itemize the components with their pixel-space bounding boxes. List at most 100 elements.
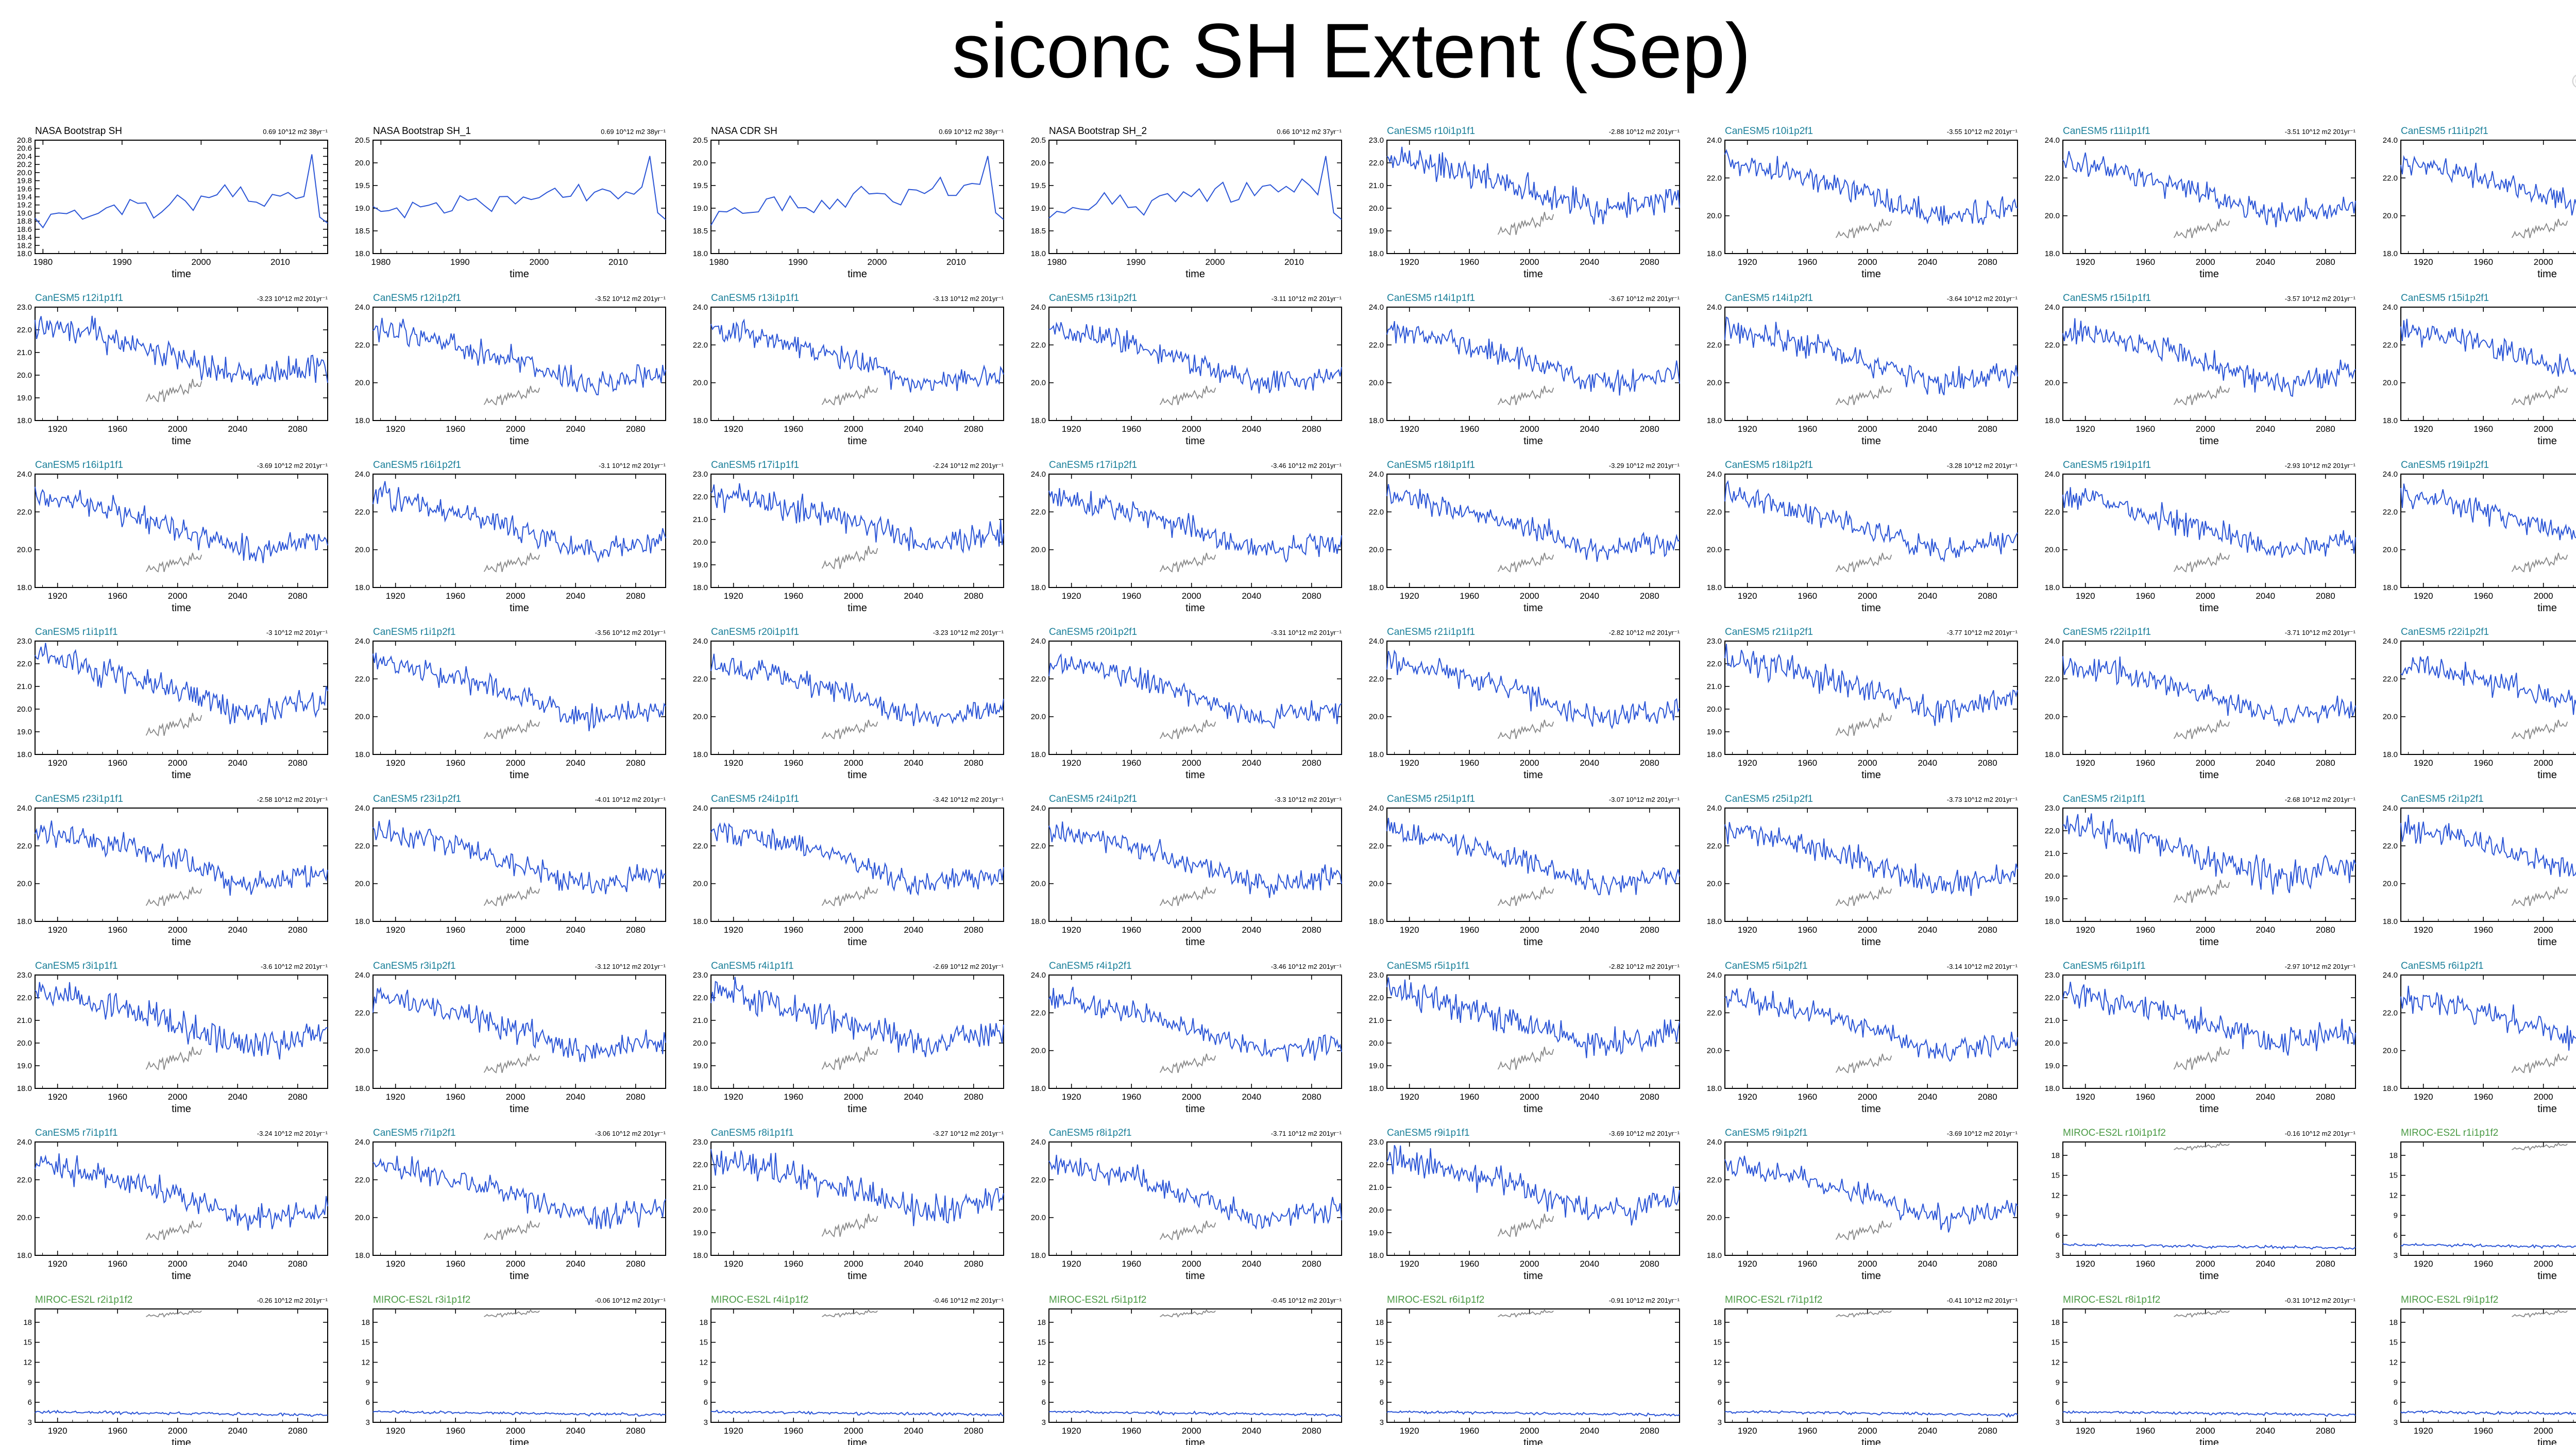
y-tick-label: 18.0 <box>1707 750 1722 759</box>
series-line-observations <box>146 1309 202 1318</box>
y-tick-label: 3 <box>28 1418 32 1427</box>
x-tick-label: 1960 <box>446 591 465 601</box>
x-tick-label: 2080 <box>2316 1259 2335 1269</box>
y-tick-label: 23.0 <box>17 971 32 980</box>
panel-miroc-es2l-r6i1p1f2: MIROC-ES2L r6i1p1f2 -0.91 10^12 m2 201yr⁻… <box>1375 1295 1680 1445</box>
panel-trend: -2.69 10^12 m2 201yr⁻¹ <box>933 963 1004 970</box>
y-tick-label: 19.0 <box>693 561 708 569</box>
panel-frame <box>2062 641 2356 755</box>
y-tick-label: 22.0 <box>693 994 708 1002</box>
panel-frame <box>2062 140 2356 254</box>
panel-frame <box>1386 641 1680 755</box>
x-axis-label: time <box>510 268 529 280</box>
y-tick-label: 20.0 <box>1031 379 1046 388</box>
y-tick-label: 24.0 <box>1369 470 1384 479</box>
series-line-observations <box>2173 719 2230 740</box>
panel-title: CanESM5 r22i1p2f1 <box>2401 627 2489 637</box>
panel-frame <box>372 307 666 421</box>
x-tick-label: 1960 <box>446 758 465 768</box>
panel-frame <box>2062 307 2356 421</box>
panel-canesm5-r7i1p1f1: CanESM5 r7i1p1f1 -3.24 10^12 m2 201yr⁻¹ 19… <box>17 1128 328 1282</box>
y-tick-label: 15 <box>1037 1338 1046 1347</box>
y-tick-label: 24.0 <box>1369 637 1384 646</box>
x-axis-label: time <box>1523 268 1543 280</box>
x-tick-label: 1980 <box>1047 257 1066 267</box>
x-tick-label: 2010 <box>270 257 290 267</box>
panel-trend: -3.31 10^12 m2 201yr⁻¹ <box>1271 629 1342 636</box>
y-tick-label: 22.0 <box>2383 508 2398 516</box>
panel-canesm5-r19i1p1f1: CanESM5 r19i1p1f1 -2.93 10^12 m2 201yr⁻¹ 1… <box>2045 460 2356 614</box>
x-tick-label: 2080 <box>964 758 984 768</box>
y-tick-label: 18 <box>2389 1151 2398 1160</box>
y-tick-label: 20.0 <box>1707 1214 1722 1222</box>
y-tick-label: 18.0 <box>1031 1084 1046 1093</box>
x-tick-label: 1960 <box>108 424 127 434</box>
x-tick-label: 2080 <box>1302 758 1321 768</box>
x-tick-label: 1960 <box>784 925 803 935</box>
panel-frame <box>1724 1141 2018 1256</box>
panel-nasa-bootstrap-sh-2: NASA Bootstrap SH_2 0.66 10^12 m2 37yr⁻¹ 1… <box>1031 126 1342 280</box>
x-tick-label: 1920 <box>1738 1426 1757 1436</box>
panel-frame <box>1386 140 1680 254</box>
y-tick-label: 18.5 <box>1031 227 1046 236</box>
x-tick-label: 2000 <box>168 591 188 601</box>
panel-title: CanESM5 r20i1p2f1 <box>1049 627 1137 637</box>
series-line-model <box>1048 1154 1342 1230</box>
x-tick-label: 1920 <box>724 758 743 768</box>
x-tick-label: 1960 <box>1122 424 1141 434</box>
y-tick-label: 20.0 <box>693 379 708 388</box>
x-tick-label: 1960 <box>2136 424 2155 434</box>
y-tick-label: 23.0 <box>2045 971 2060 980</box>
x-tick-label: 1920 <box>2414 758 2433 768</box>
series-line-model <box>2400 985 2576 1051</box>
panel-title: CanESM5 r1i1p2f1 <box>373 627 456 637</box>
x-tick-label: 1920 <box>48 424 67 434</box>
x-tick-label: 2000 <box>2534 424 2553 434</box>
y-tick-label: 20.0 <box>1031 546 1046 555</box>
series-line-observations <box>1497 552 1554 573</box>
panel-title: MIROC-ES2L r7i1p1f2 <box>1725 1295 1822 1305</box>
y-tick-label: 18.0 <box>355 249 370 258</box>
panel-title: CanESM5 r17i1p1f1 <box>711 460 799 471</box>
series-line-model <box>1048 986 1342 1062</box>
y-tick-label: 18.0 <box>2045 416 2060 425</box>
series-line-observations <box>145 552 202 573</box>
panel-trend: -2.97 10^12 m2 201yr⁻¹ <box>2285 963 2356 970</box>
y-tick-label: 12 <box>1037 1358 1046 1367</box>
panel-frame <box>2062 1141 2356 1256</box>
x-tick-label: 1920 <box>2076 424 2095 434</box>
y-tick-label: 18.0 <box>2383 583 2398 592</box>
panel-title: CanESM5 r9i1p1f1 <box>1387 1128 1470 1138</box>
series-line-observations <box>1159 1053 1216 1073</box>
panel-trend: -3.71 10^12 m2 201yr⁻¹ <box>1271 1130 1342 1137</box>
series-line-observations <box>821 546 878 570</box>
series-line-observations <box>1159 552 1216 573</box>
panel-frame <box>2400 140 2576 254</box>
y-tick-label: 22.0 <box>17 1175 32 1184</box>
x-tick-label: 1920 <box>1062 925 1081 935</box>
y-tick-label: 18.0 <box>1707 1251 1722 1260</box>
y-tick-label: 3 <box>2056 1418 2060 1427</box>
x-tick-label: 2080 <box>1978 925 1997 935</box>
panel-title: CanESM5 r9i1p2f1 <box>1725 1128 1808 1138</box>
panel-title: CanESM5 r10i1p1f1 <box>1387 126 1475 137</box>
x-tick-label: 1920 <box>2076 925 2095 935</box>
y-tick-label: 18.0 <box>17 1084 32 1093</box>
series-line-observations <box>821 385 878 406</box>
y-tick-label: 18 <box>2051 1151 2060 1160</box>
x-tick-label: 1960 <box>446 925 465 935</box>
y-tick-label: 18.0 <box>1369 416 1384 425</box>
x-tick-label: 2000 <box>506 1092 526 1102</box>
x-tick-label: 1920 <box>1738 591 1757 601</box>
x-tick-label: 2080 <box>1302 1426 1321 1436</box>
x-tick-label: 1920 <box>2414 925 2433 935</box>
panel-canesm5-r16i1p1f1: CanESM5 r16i1p1f1 -3.69 10^12 m2 201yr⁻¹ 1… <box>17 460 328 614</box>
x-tick-label: 1920 <box>386 925 405 935</box>
panel-canesm5-r23i1p2f1: CanESM5 r23i1p2f1 -4.01 10^12 m2 201yr⁻¹ 1… <box>355 794 666 948</box>
y-tick-label: 19.0 <box>1707 728 1722 736</box>
x-tick-label: 2000 <box>168 1426 188 1436</box>
y-tick-label: 6 <box>1042 1398 1046 1407</box>
y-tick-label: 18 <box>2389 1318 2398 1327</box>
panel-trend: -3.23 10^12 m2 201yr⁻¹ <box>257 295 328 303</box>
panel-frame <box>372 641 666 755</box>
